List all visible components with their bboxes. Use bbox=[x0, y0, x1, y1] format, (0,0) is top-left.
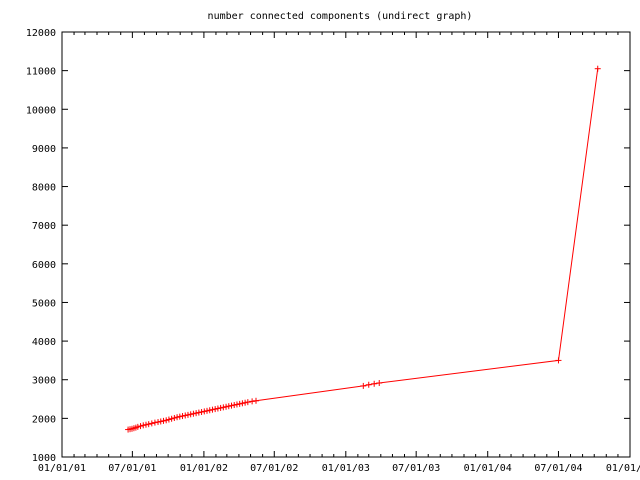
x-tick-label: 07/01/02 bbox=[250, 463, 298, 474]
x-tick-label: 01/01/05 bbox=[606, 463, 640, 474]
data-point bbox=[228, 402, 235, 409]
data-point bbox=[225, 403, 232, 410]
data-point bbox=[184, 411, 191, 418]
data-point bbox=[223, 403, 230, 410]
data-point bbox=[236, 400, 243, 407]
y-tick-label: 3000 bbox=[32, 376, 56, 387]
data-point bbox=[220, 404, 227, 411]
chart-title: number connected components (undirect gr… bbox=[208, 11, 473, 22]
x-tick-label: 07/01/04 bbox=[534, 463, 582, 474]
data-point bbox=[160, 417, 167, 424]
data-point bbox=[594, 65, 601, 72]
data-point bbox=[140, 422, 147, 429]
data-point bbox=[244, 399, 251, 406]
series-line bbox=[127, 68, 599, 431]
data-point bbox=[187, 411, 194, 418]
data-point bbox=[365, 381, 372, 388]
data-point bbox=[252, 397, 259, 404]
y-tick-label: 7000 bbox=[32, 221, 56, 232]
data-point bbox=[371, 380, 378, 387]
y-tick-label: 9000 bbox=[32, 144, 56, 155]
data-point bbox=[179, 413, 186, 420]
data-point bbox=[198, 408, 205, 415]
data-point bbox=[163, 417, 170, 424]
data-point bbox=[142, 421, 149, 428]
y-tick-label: 6000 bbox=[32, 260, 56, 271]
data-point bbox=[165, 416, 172, 423]
data-point bbox=[151, 419, 158, 426]
data-point bbox=[242, 399, 249, 406]
x-tick-label: 07/01/03 bbox=[392, 463, 440, 474]
data-point bbox=[231, 402, 238, 409]
y-axis: 1000 2000 3000 4000 5000 6000 7000 8000 9000 1000… bbox=[26, 28, 630, 464]
data-point bbox=[239, 400, 246, 407]
data-point bbox=[201, 408, 208, 415]
data-point bbox=[148, 420, 155, 427]
plot-frame bbox=[61, 31, 631, 458]
data-point bbox=[217, 404, 224, 411]
x-tick-label: 01/01/01 bbox=[38, 463, 86, 474]
y-tick-label: 2000 bbox=[32, 414, 56, 425]
data-point bbox=[176, 413, 183, 420]
x-axis: 01/01/01 07/01/01 01/01/02 07/01/02 01/01/03… bbox=[38, 32, 640, 474]
data-point bbox=[182, 412, 189, 419]
x-tick-label: 01/01/04 bbox=[464, 463, 512, 474]
x-tick-label: 01/01/02 bbox=[180, 463, 228, 474]
data-point bbox=[360, 382, 367, 389]
data-point bbox=[249, 398, 256, 405]
data-point bbox=[204, 407, 211, 414]
data-point bbox=[214, 405, 221, 412]
y-tick-label: 8000 bbox=[32, 183, 56, 194]
data-point bbox=[190, 410, 197, 417]
data-point bbox=[145, 421, 152, 428]
data-point bbox=[195, 409, 202, 416]
y-tick-label: 4000 bbox=[32, 337, 56, 348]
y-tick-label: 1000 bbox=[32, 453, 56, 464]
data-point bbox=[137, 423, 144, 430]
y-tick-label: 11000 bbox=[26, 67, 56, 78]
data-point bbox=[555, 357, 562, 364]
data-point bbox=[212, 406, 219, 413]
data-point bbox=[174, 414, 181, 421]
y-tick-label: 10000 bbox=[26, 105, 56, 116]
data-point bbox=[376, 380, 383, 387]
data-point bbox=[168, 415, 175, 422]
data-point bbox=[233, 401, 240, 408]
data-point bbox=[134, 423, 141, 430]
data-point bbox=[171, 414, 178, 421]
data-point bbox=[193, 410, 200, 417]
data-point bbox=[155, 419, 162, 426]
data-point bbox=[209, 406, 216, 413]
data-point bbox=[157, 418, 164, 425]
y-tick-label: 5000 bbox=[32, 298, 56, 309]
data-point bbox=[206, 407, 213, 414]
y-tick-label: 12000 bbox=[26, 28, 56, 39]
x-tick-label: 07/01/01 bbox=[108, 463, 156, 474]
series-layer bbox=[125, 65, 601, 433]
x-tick-label: 01/01/03 bbox=[322, 463, 370, 474]
